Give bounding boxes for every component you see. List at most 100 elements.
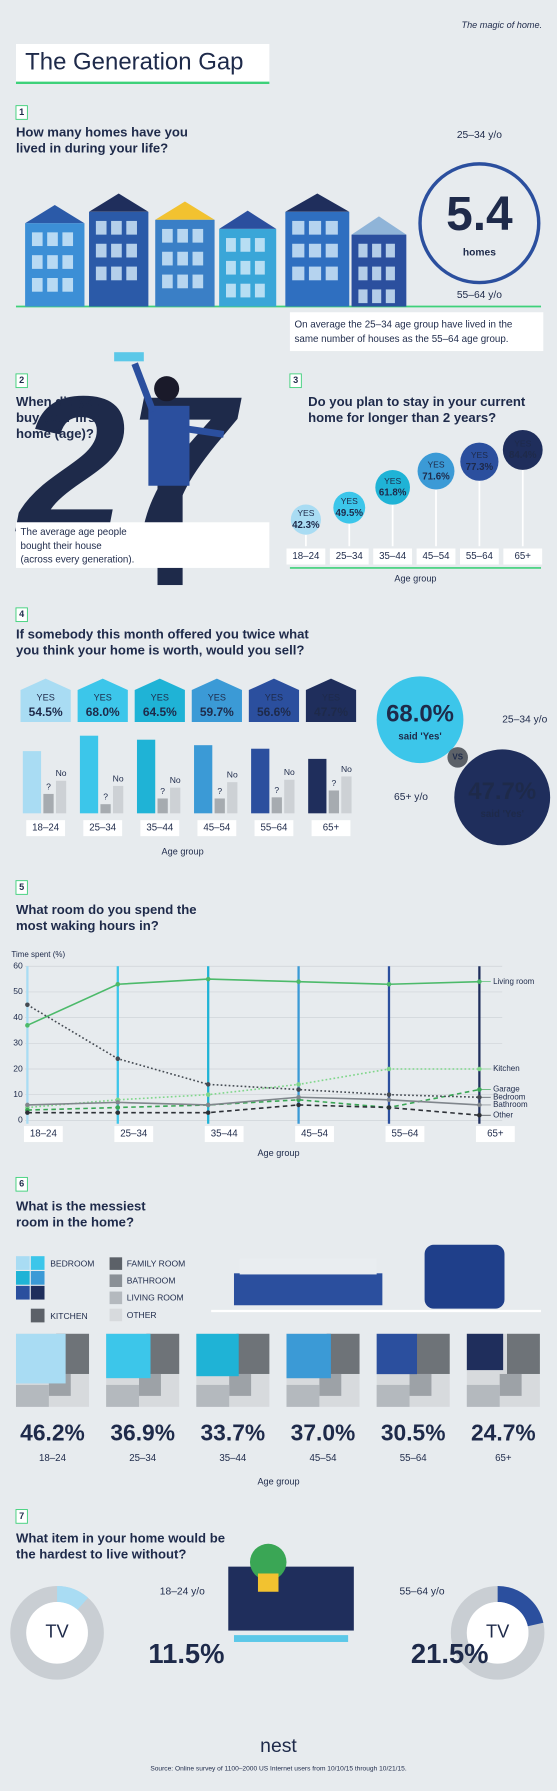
legend-label: BATHROOM [127, 1276, 176, 1286]
point [25, 1002, 30, 1008]
window [308, 243, 322, 258]
x-axis-label: Age group [257, 1148, 299, 1158]
legend-label: OTHER [127, 1310, 157, 1320]
window [111, 243, 122, 258]
y-tick-label: 50 [13, 986, 23, 996]
point [296, 1087, 301, 1092]
house-roof [285, 193, 350, 212]
note: bought their house [21, 541, 103, 552]
roller-arm [131, 362, 157, 413]
window [240, 260, 251, 275]
section-number: 7 [19, 1511, 24, 1521]
x-axis-label: Age group [162, 847, 204, 857]
window [372, 289, 382, 304]
data-label: 36.9% [110, 1419, 175, 1445]
bar [214, 798, 225, 814]
data-label: 68.0% [86, 705, 120, 719]
section-number: 6 [19, 1179, 24, 1189]
point [115, 1110, 121, 1115]
bubble [502, 430, 543, 470]
point [386, 1097, 392, 1103]
point [386, 1105, 392, 1110]
title-box [15, 44, 270, 83]
house-roof [219, 210, 277, 229]
room-block [466, 1384, 500, 1407]
label-box [197, 820, 237, 837]
section-number-box [15, 373, 28, 389]
question: most waking hours in? [16, 918, 159, 933]
tagline: The magic of home. [462, 20, 543, 30]
x-tick-label: 55–64 [260, 823, 288, 834]
line [27, 1088, 480, 1111]
room-block [106, 1384, 140, 1407]
plant-pot [257, 1573, 279, 1592]
line [26, 1004, 480, 1099]
window [254, 260, 265, 275]
x-tick-label: 65+ [487, 1129, 504, 1140]
legend-swatch [15, 1271, 30, 1285]
title: The Generation Gap [25, 49, 243, 76]
x-tick-label: 25–34 [120, 1129, 148, 1140]
label-box [385, 1126, 425, 1143]
point [386, 1066, 392, 1072]
bubble-label: YES [341, 496, 358, 506]
bedroom-block [15, 1333, 66, 1384]
window [385, 243, 395, 258]
y-axis-label: Time spent (%) [11, 950, 65, 959]
x-tick-label: 25–34 [89, 823, 117, 834]
person-shirt [148, 405, 190, 486]
data-label: 84.4% [509, 450, 537, 461]
window [292, 243, 305, 258]
chair [424, 1244, 505, 1309]
bar-label: No [113, 773, 124, 783]
data-label: 11.5% [148, 1638, 224, 1669]
data-label: 33.7% [201, 1419, 266, 1445]
bar-label: ? [46, 781, 51, 791]
window [177, 228, 188, 243]
x-tick-label: 35–44 [379, 551, 407, 562]
bar [157, 798, 168, 814]
donut-arc [450, 1586, 545, 1680]
label-box [416, 548, 456, 565]
bar [251, 748, 270, 814]
room-block [236, 1333, 270, 1374]
note: (across every generation). [21, 555, 135, 566]
label-box [83, 820, 123, 837]
label-box [140, 820, 180, 837]
y-tick-label: 30 [13, 1038, 23, 1048]
x-axis-label: Age group [257, 1477, 299, 1487]
window [62, 255, 74, 269]
point [205, 976, 211, 982]
label: 25–34 y/o [457, 130, 502, 141]
bar [328, 790, 339, 814]
point [296, 979, 301, 984]
point [386, 981, 392, 987]
comparison-value: 68.0% [386, 700, 454, 727]
window [240, 238, 251, 252]
window [192, 251, 204, 266]
bar-label: ? [160, 786, 165, 796]
bar [100, 804, 111, 814]
house-shape [77, 678, 128, 723]
window [47, 255, 58, 269]
point [115, 1056, 121, 1062]
data-label: 47.7% [314, 705, 348, 719]
house-label: YES [208, 692, 226, 702]
window [126, 266, 137, 281]
series-label: Garage [493, 1085, 520, 1094]
bubble [290, 504, 321, 535]
data-label: 54.5% [29, 705, 63, 719]
window [254, 238, 265, 252]
bar-label: ? [274, 785, 279, 795]
section-number-box [15, 1509, 28, 1524]
legend-swatch [109, 1308, 123, 1322]
x-tick-label: 25–34 [129, 1453, 157, 1464]
x-tick-label: 45–54 [203, 823, 231, 834]
room-block [229, 1373, 252, 1396]
brand: nest [260, 1735, 297, 1757]
legend-label: BEDROOM [50, 1258, 94, 1268]
legend-swatch [30, 1271, 45, 1285]
y-tick-label: 0 [18, 1115, 23, 1125]
